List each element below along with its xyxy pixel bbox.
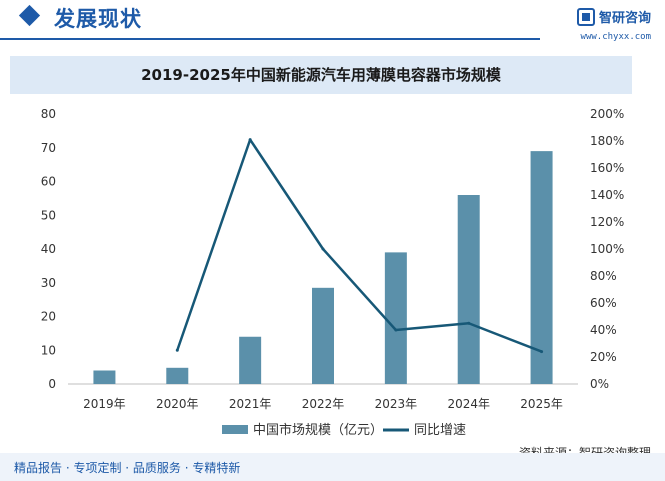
y-right-tick-label: 0% — [590, 377, 609, 391]
x-tick-label: 2020年 — [156, 397, 199, 411]
diamond-icon — [18, 4, 41, 27]
x-tick-label: 2019年 — [83, 397, 126, 411]
y-right-tick-label: 20% — [590, 350, 617, 364]
y-left-tick-label: 40 — [41, 242, 56, 256]
footer: 精品报告 · 专项定制 · 品质服务 · 专精特新 — [0, 453, 665, 481]
legend-bar-label: 中国市场规模（亿元） — [253, 422, 383, 438]
legend-bar-swatch — [222, 425, 248, 434]
bar — [457, 195, 480, 384]
x-tick-label: 2021年 — [229, 397, 272, 411]
y-left-tick-label: 60 — [41, 175, 56, 189]
brand-url: www.chyxx.com — [580, 32, 651, 42]
growth-rate-point — [175, 348, 179, 352]
section-title: 发展现状 — [54, 7, 142, 31]
header: 发展现状 智研咨询 www.chyxx.com — [0, 0, 665, 42]
growth-rate-point — [467, 321, 471, 325]
growth-rate-point — [540, 350, 544, 354]
footer-text: 精品报告 · 专项定制 · 品质服务 · 专精特新 — [14, 461, 241, 475]
growth-rate-line — [176, 138, 543, 353]
growth-rate-point — [248, 138, 252, 142]
header-divider — [0, 38, 540, 40]
brand-logo-icon — [576, 7, 595, 26]
y-left-tick-label: 10 — [41, 343, 56, 357]
y-left-tick-label: 30 — [41, 276, 56, 290]
y-left-tick-label: 80 — [41, 107, 56, 121]
bar — [530, 151, 553, 384]
bar — [166, 367, 189, 384]
chart-title-band: 2019-2025年中国新能源汽车用薄膜电容器市场规模 — [10, 56, 632, 94]
brand: 智研咨询 — [576, 6, 651, 26]
bar — [384, 252, 407, 384]
y-right-tick-label: 60% — [590, 296, 617, 310]
legend-line-label: 同比增速 — [414, 423, 466, 438]
y-right-tick-label: 40% — [590, 323, 617, 337]
y-right-tick-label: 200% — [590, 107, 624, 121]
y-right-tick-label: 160% — [590, 161, 624, 175]
chart-title: 2019-2025年中国新能源汽车用薄膜电容器市场规模 — [141, 66, 501, 84]
y-left-tick-label: 50 — [41, 208, 56, 222]
y-left-tick-label: 70 — [41, 141, 56, 155]
bar — [312, 287, 334, 384]
x-tick-label: 2023年 — [375, 397, 418, 411]
y-right-tick-label: 100% — [590, 242, 624, 256]
x-tick-label: 2024年 — [447, 397, 490, 411]
y-right-tick-label: 80% — [590, 269, 617, 283]
y-right-tick-label: 140% — [590, 188, 624, 202]
growth-rate-point — [394, 328, 398, 332]
y-right-tick-label: 120% — [590, 215, 624, 229]
x-tick-label: 2025年 — [520, 397, 563, 411]
x-tick-label: 2022年 — [302, 397, 345, 411]
y-left-tick-label: 20 — [41, 310, 56, 324]
growth-rate-point — [321, 247, 325, 251]
y-left-tick-label: 0 — [48, 377, 56, 391]
brand-name: 智研咨询 — [598, 11, 651, 26]
y-right-tick-label: 180% — [590, 134, 624, 148]
bar — [93, 370, 116, 384]
bar — [239, 336, 262, 384]
chart: 0 10 20 30 40 50 60 70 80 0% 20% 40% 60% 80% 100% 120% 1… — [41, 107, 625, 438]
